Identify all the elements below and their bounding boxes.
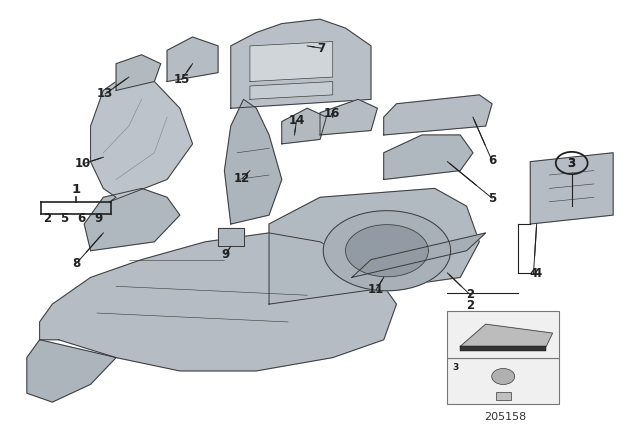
Text: 7: 7 — [317, 42, 325, 55]
Text: 14: 14 — [288, 114, 305, 127]
Polygon shape — [84, 188, 180, 251]
Polygon shape — [323, 211, 451, 291]
Polygon shape — [91, 73, 193, 202]
Polygon shape — [320, 99, 378, 135]
Text: 16: 16 — [323, 107, 340, 120]
Polygon shape — [250, 42, 333, 82]
Text: 205158: 205158 — [484, 412, 526, 422]
Text: 2: 2 — [466, 299, 474, 312]
Bar — [495, 392, 511, 400]
Polygon shape — [225, 99, 282, 224]
Polygon shape — [40, 233, 396, 371]
Polygon shape — [282, 108, 326, 144]
Polygon shape — [460, 324, 552, 346]
Text: 4: 4 — [529, 267, 538, 280]
Polygon shape — [384, 95, 492, 135]
Polygon shape — [167, 37, 218, 82]
Text: 6: 6 — [77, 212, 86, 225]
Polygon shape — [384, 135, 473, 180]
Text: 4: 4 — [534, 267, 541, 280]
Text: 10: 10 — [75, 157, 91, 170]
Text: 9: 9 — [221, 248, 230, 261]
Polygon shape — [27, 340, 116, 402]
Circle shape — [492, 368, 515, 384]
Text: 8: 8 — [72, 257, 81, 270]
Text: 3: 3 — [568, 156, 576, 169]
Text: 5: 5 — [60, 212, 68, 225]
Polygon shape — [346, 225, 428, 277]
Text: 1: 1 — [72, 183, 81, 196]
Text: 5: 5 — [488, 192, 496, 205]
Text: 3: 3 — [452, 363, 459, 372]
Text: 12: 12 — [234, 172, 250, 185]
Polygon shape — [231, 19, 371, 108]
FancyBboxPatch shape — [447, 311, 559, 358]
Polygon shape — [250, 82, 333, 99]
Text: 3: 3 — [568, 156, 576, 169]
Polygon shape — [116, 55, 161, 90]
Polygon shape — [352, 233, 486, 277]
Polygon shape — [218, 228, 244, 246]
Polygon shape — [531, 153, 613, 224]
Text: 11: 11 — [368, 284, 384, 297]
FancyBboxPatch shape — [447, 358, 559, 404]
Text: 13: 13 — [97, 87, 113, 100]
Text: 2: 2 — [466, 288, 474, 301]
Text: 15: 15 — [173, 73, 190, 86]
Text: 9: 9 — [95, 212, 103, 225]
Text: 6: 6 — [488, 154, 496, 167]
Text: 2: 2 — [44, 212, 51, 225]
Polygon shape — [269, 188, 479, 304]
Bar — [460, 346, 546, 351]
